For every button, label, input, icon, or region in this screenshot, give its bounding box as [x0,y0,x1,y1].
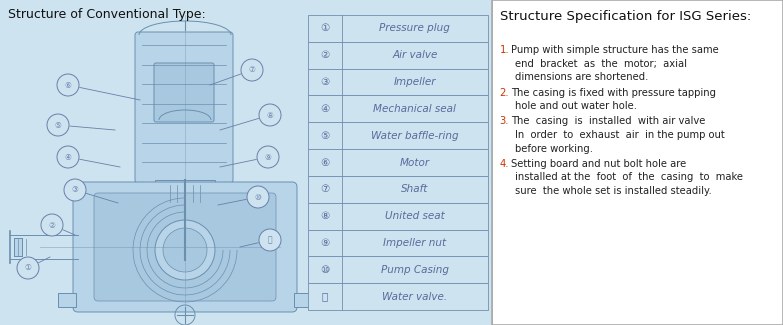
Bar [308,256,488,283]
Text: The  casing  is  installed  with air valve: The casing is installed with air valve [511,116,705,126]
Bar [308,283,488,310]
Circle shape [64,179,86,201]
Circle shape [47,114,69,136]
Text: Impeller: Impeller [394,77,436,87]
Text: 2.: 2. [500,87,510,98]
FancyBboxPatch shape [94,193,276,301]
Text: ⑥: ⑥ [320,158,330,167]
Text: ⑧: ⑧ [266,111,273,120]
Text: Setting board and nut bolt hole are: Setting board and nut bolt hole are [511,159,686,169]
Text: ⑥: ⑥ [64,81,71,89]
Bar [308,122,488,149]
Text: ④: ④ [320,104,330,114]
Text: ⑪: ⑪ [322,292,328,302]
Circle shape [163,228,207,272]
Circle shape [241,59,263,81]
Text: ①: ① [320,23,330,33]
Text: 1.: 1. [500,45,510,55]
Circle shape [257,146,279,168]
Text: ③: ③ [320,77,330,87]
Text: ⑦: ⑦ [320,184,330,194]
Bar [165,205,205,225]
Text: ⑦: ⑦ [248,66,255,74]
Text: The casing is fixed with pressure tapping: The casing is fixed with pressure tappin… [511,87,716,98]
Text: hole and out water hole.: hole and out water hole. [514,101,637,111]
Text: ⑩: ⑩ [320,265,330,275]
Text: Shaft: Shaft [401,184,428,194]
Circle shape [247,186,269,208]
Text: before working.: before working. [514,144,593,153]
Text: Air valve: Air valve [392,50,438,60]
Circle shape [17,257,39,279]
Text: United seat: United seat [385,211,445,221]
Text: Mechanical seal: Mechanical seal [373,104,456,114]
Bar [308,42,488,69]
Text: Pump Casing: Pump Casing [381,265,449,275]
Text: dimensions are shortened.: dimensions are shortened. [514,72,648,82]
Text: Structure of Conventional Type:: Structure of Conventional Type: [8,8,206,21]
Text: ⑧: ⑧ [320,211,330,221]
Text: ⑤: ⑤ [320,131,330,141]
Circle shape [41,214,63,236]
Circle shape [57,146,79,168]
Text: 4.: 4. [500,159,509,169]
Text: ⑩: ⑩ [254,192,262,202]
Circle shape [259,104,281,126]
Text: ⑤: ⑤ [55,121,61,129]
Text: ⑪: ⑪ [268,236,272,244]
Bar [308,96,488,122]
Text: ②: ② [49,220,56,229]
Bar [308,15,488,42]
Circle shape [155,220,215,280]
Text: Pump with simple structure has the same: Pump with simple structure has the same [511,45,719,55]
Text: ③: ③ [71,186,78,194]
Text: Structure Specification for ISG Series:: Structure Specification for ISG Series: [500,10,751,23]
Text: ①: ① [24,264,31,272]
Text: Water valve.: Water valve. [382,292,447,302]
Bar [155,180,215,207]
Bar [308,176,488,203]
Text: 3.: 3. [500,116,509,126]
Bar [294,293,312,307]
FancyBboxPatch shape [154,63,214,122]
Bar [308,149,488,176]
Text: Motor: Motor [400,158,430,167]
Text: installed at the  foot  of  the  casing  to  make: installed at the foot of the casing to m… [514,173,743,183]
Text: ⑨: ⑨ [320,238,330,248]
Bar [308,229,488,256]
Circle shape [57,74,79,96]
Text: end  bracket  as  the  motor;  axial: end bracket as the motor; axial [514,58,687,69]
Text: sure  the whole set is installed steadily.: sure the whole set is installed steadily… [514,186,712,196]
Text: In  order  to  exhaust  air  in the pump out: In order to exhaust air in the pump out [514,130,724,140]
Circle shape [259,229,281,251]
Bar [308,203,488,229]
Text: Impeller nut: Impeller nut [384,238,446,248]
Bar [14,238,22,256]
Text: Pressure plug: Pressure plug [380,23,450,33]
Bar [308,69,488,96]
Text: Water baffle-ring: Water baffle-ring [371,131,459,141]
Text: ④: ④ [64,152,71,162]
FancyBboxPatch shape [135,32,233,183]
Bar [58,293,76,307]
Text: ②: ② [320,50,330,60]
FancyBboxPatch shape [73,182,297,312]
Text: ⑨: ⑨ [265,152,272,162]
